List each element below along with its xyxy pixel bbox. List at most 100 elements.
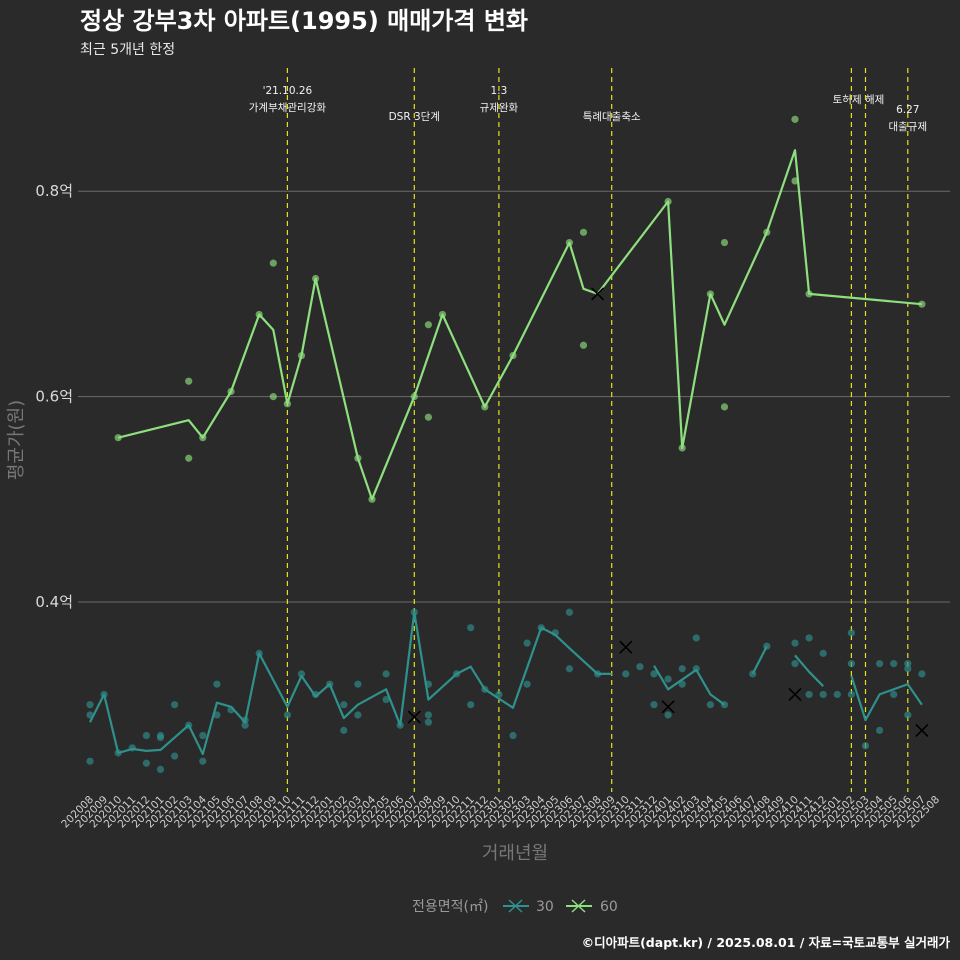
point-30-78 — [890, 690, 898, 699]
point-30-6 — [142, 731, 150, 740]
point-60-15 — [424, 413, 432, 421]
point-30-27 — [340, 726, 348, 734]
caption: ©디아파트(dapt.kr) / 2025.08.01 / 자료=국토교통부 실… — [582, 935, 951, 950]
point-30-77 — [890, 660, 898, 668]
point-30-51 — [636, 663, 644, 671]
point-60-28 — [791, 115, 799, 123]
x-mark-30-2 — [661, 700, 675, 714]
point-30-29 — [354, 711, 362, 719]
y-tick-label-2: 0.8억 — [35, 182, 73, 200]
point-60-7 — [269, 393, 277, 401]
x-mark-30-0 — [407, 710, 421, 724]
point-30-48 — [565, 608, 574, 616]
x-axis-title: 거래년월 — [482, 843, 548, 864]
point-30-53 — [650, 670, 658, 678]
point-30-58 — [692, 634, 700, 642]
point-60-1 — [185, 377, 193, 385]
series-line-30-4 — [850, 675, 923, 722]
event-label-6-line2: 대출규제 — [888, 121, 927, 133]
point-30-67 — [805, 690, 813, 699]
y-tick-label-1: 0.6억 — [35, 388, 73, 406]
legend-swatch-60-x — [571, 899, 586, 913]
legend-label-30: 30 — [536, 899, 554, 915]
point-60-26 — [720, 403, 729, 411]
point-30-44 — [523, 639, 531, 647]
point-30-55 — [664, 675, 672, 683]
point-30-72 — [847, 660, 856, 668]
x-mark-30-4 — [915, 723, 929, 737]
point-60-6 — [269, 259, 277, 267]
chart-subtitle: 최근 5개년 한정 — [80, 42, 175, 58]
x-mark-30-3 — [788, 687, 802, 702]
point-30-30 — [382, 670, 390, 678]
event-label-1-line2: DSR 3단계 — [389, 111, 440, 123]
point-30-11 — [171, 701, 179, 709]
point-30-64 — [791, 639, 799, 647]
point-30-15 — [199, 757, 207, 765]
point-30-35 — [424, 711, 432, 719]
point-30-31 — [382, 695, 390, 704]
point-30-79 — [904, 660, 912, 668]
point-30-0 — [86, 701, 94, 709]
point-30-65 — [791, 660, 799, 668]
y-tick-label-0: 0.4억 — [35, 593, 73, 611]
point-30-16 — [213, 680, 221, 688]
x-mark-30-1 — [619, 640, 633, 654]
point-30-76 — [876, 726, 884, 734]
point-30-81 — [904, 711, 912, 719]
point-30-47 — [565, 665, 574, 673]
point-30-39 — [467, 624, 475, 632]
event-label-3-line2: 특례대출축소 — [583, 111, 641, 123]
point-30-14 — [199, 731, 207, 740]
point-30-74 — [861, 742, 870, 750]
point-30-23 — [297, 670, 306, 678]
point-60-20 — [579, 228, 588, 236]
point-30-52 — [650, 701, 658, 709]
point-30-19 — [241, 721, 249, 729]
point-60-2 — [185, 454, 193, 462]
point-30-60 — [706, 701, 715, 709]
y-tick-labels: 0.4억 0.6억 0.8억 — [35, 182, 73, 611]
plot-area — [86, 115, 929, 774]
point-30-10 — [156, 765, 165, 774]
event-label-0-line2: 가계부채관리강화 — [249, 102, 327, 114]
event-label-0-line1: '21.10.26 — [263, 85, 313, 97]
y-axis-title: 평균가(원) — [6, 400, 27, 480]
legend-label-60: 60 — [600, 899, 618, 915]
point-30-28 — [354, 680, 362, 688]
point-30-43 — [523, 680, 531, 688]
legend-item-60: 60 — [566, 899, 618, 915]
point-60-0 — [114, 434, 122, 442]
event-label-4-line1: 토허제 해제 — [833, 93, 885, 106]
point-30-62 — [749, 670, 757, 678]
point-60-25 — [720, 238, 729, 247]
point-30-80 — [904, 665, 912, 673]
point-30-50 — [622, 670, 630, 678]
point-30-56 — [678, 665, 686, 673]
gridlines — [78, 190, 950, 603]
series-line-30-2 — [751, 645, 768, 675]
point-30-70 — [833, 690, 841, 699]
point-30-12 — [171, 752, 179, 760]
series-line-60-0 — [117, 149, 923, 501]
event-label-6-line1: 6.27 — [896, 104, 919, 116]
point-30-26 — [340, 701, 348, 709]
series-line-30-1 — [653, 665, 726, 706]
event-label-2-line1: 1.3 — [491, 85, 508, 97]
legend-swatch-30-x — [508, 899, 523, 913]
event-label-2-line2: 규제완화 — [480, 101, 519, 114]
point-30-22 — [283, 711, 291, 719]
chart-title: 정상 강부3차 아파트(1995) 매매가격 변화 — [80, 7, 528, 35]
point-30-73 — [847, 690, 856, 699]
legend-item-30: 30 — [503, 899, 554, 915]
point-30-75 — [876, 660, 884, 668]
point-30-66 — [805, 634, 813, 642]
point-30-69 — [819, 690, 827, 699]
point-30-9 — [156, 731, 165, 740]
point-30-2 — [86, 757, 94, 765]
point-60-21 — [579, 341, 588, 349]
legend-title: 전용면적(㎡) — [412, 899, 488, 915]
